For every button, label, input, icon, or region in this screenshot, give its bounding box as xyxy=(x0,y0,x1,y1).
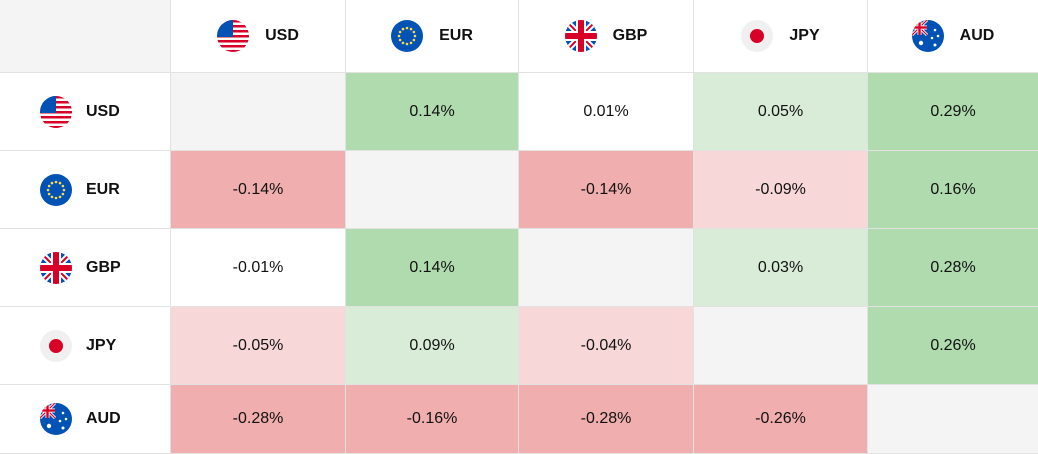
row-header-label: USD xyxy=(86,102,120,120)
heatmap-cell-usd-gbp: 0.01% xyxy=(519,73,694,151)
australia-flag-icon xyxy=(911,20,944,52)
heatmap-cell-usd-eur: 0.14% xyxy=(346,73,519,151)
eu-flag-icon xyxy=(40,173,72,206)
heatmap-cell-aud-aud xyxy=(868,385,1038,454)
heatmap-cell-jpy-aud: 0.26% xyxy=(868,307,1038,385)
column-header-jpy[interactable]: JPY xyxy=(694,0,868,73)
japan-flag-icon xyxy=(741,20,774,52)
column-header-label: GBP xyxy=(612,27,648,44)
row-header-label: AUD xyxy=(86,410,121,427)
heatmap-cell-usd-usd xyxy=(171,73,346,151)
column-header-label: EUR xyxy=(439,27,473,44)
heatmap-cell-usd-aud: 0.29% xyxy=(868,73,1038,151)
column-header-aud[interactable]: AUD xyxy=(868,0,1038,73)
heatmap-cell-usd-jpy: 0.05% xyxy=(694,73,868,151)
heatmap-cell-gbp-jpy: 0.03% xyxy=(694,229,868,307)
heatmap-cell-eur-usd: -0.14% xyxy=(171,151,346,229)
heatmap-cell-gbp-gbp xyxy=(519,229,694,307)
australia-flag-icon xyxy=(40,403,72,435)
column-header-usd[interactable]: USD xyxy=(171,0,346,73)
column-header-label: JPY xyxy=(789,27,820,44)
heatmap-cell-jpy-jpy xyxy=(694,307,868,385)
heatmap-cell-gbp-eur: 0.14% xyxy=(346,229,519,307)
row-header-label: GBP xyxy=(86,258,121,276)
heatmap-cell-eur-aud: 0.16% xyxy=(868,151,1038,229)
column-header-eur[interactable]: EUR xyxy=(346,0,519,73)
heatmap-cell-jpy-eur: 0.09% xyxy=(346,307,519,385)
heatmap-cell-gbp-aud: 0.28% xyxy=(868,229,1038,307)
heatmap-cell-gbp-usd: -0.01% xyxy=(171,229,346,307)
corner-cell xyxy=(0,0,171,73)
row-header-eur[interactable]: EUR xyxy=(0,151,171,229)
row-header-gbp[interactable]: GBP xyxy=(0,229,171,307)
row-header-jpy[interactable]: JPY xyxy=(0,307,171,385)
heatmap-cell-jpy-gbp: -0.04% xyxy=(519,307,694,385)
us-flag-icon xyxy=(217,20,250,52)
row-header-label: JPY xyxy=(86,336,117,354)
column-header-label: AUD xyxy=(959,27,995,44)
heatmap-cell-eur-gbp: -0.14% xyxy=(519,151,694,229)
heatmap-cell-aud-eur: -0.16% xyxy=(346,385,519,454)
heatmap-cell-jpy-usd: -0.05% xyxy=(171,307,346,385)
uk-flag-icon xyxy=(564,20,597,52)
heatmap-cell-aud-usd: -0.28% xyxy=(171,385,346,454)
japan-flag-icon xyxy=(40,329,72,362)
column-header-gbp[interactable]: GBP xyxy=(519,0,694,73)
heatmap-cell-eur-eur xyxy=(346,151,519,229)
row-header-label: EUR xyxy=(86,180,120,198)
heatmap-cell-aud-gbp: -0.28% xyxy=(519,385,694,454)
row-header-aud[interactable]: AUD xyxy=(0,385,171,454)
us-flag-icon xyxy=(40,95,72,128)
uk-flag-icon xyxy=(40,251,72,284)
column-header-label: USD xyxy=(265,27,299,44)
heatmap-cell-aud-jpy: -0.26% xyxy=(694,385,868,454)
heatmap-cell-eur-jpy: -0.09% xyxy=(694,151,868,229)
row-header-usd[interactable]: USD xyxy=(0,73,171,151)
eu-flag-icon xyxy=(391,20,424,52)
